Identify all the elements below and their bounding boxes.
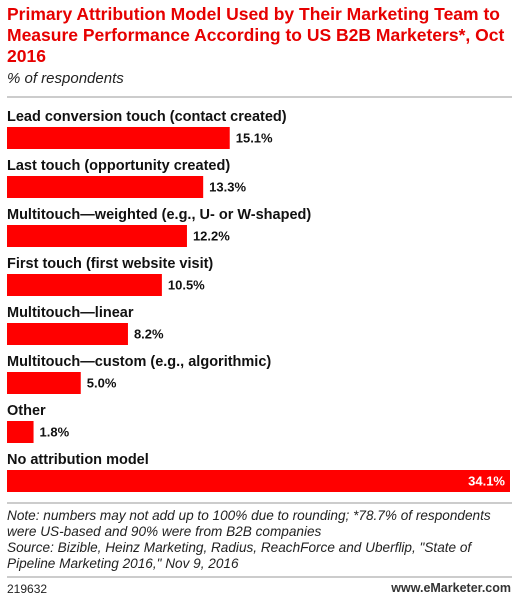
bar xyxy=(7,176,204,198)
site: www.eMarketer.com xyxy=(391,581,511,595)
category-label: Multitouch—linear xyxy=(7,305,134,321)
bar xyxy=(7,127,230,149)
bar xyxy=(7,323,128,345)
value-label: 15.1% xyxy=(236,130,273,145)
category-label: No attribution model xyxy=(7,452,149,468)
category-label: Last touch (opportunity created) xyxy=(7,158,230,174)
category-label: Multitouch—custom (e.g., algorithmic) xyxy=(7,354,271,370)
category-label: Other xyxy=(7,403,46,419)
value-label: 10.5% xyxy=(168,277,205,292)
value-label: 12.2% xyxy=(193,228,230,243)
bar xyxy=(7,470,510,492)
category-label: Multitouch—weighted (e.g., U- or W-shape… xyxy=(7,207,311,223)
category-label: Lead conversion touch (contact created) xyxy=(7,109,287,125)
value-label: 8.2% xyxy=(134,326,164,341)
notes: Note: numbers may not add up to 100% due… xyxy=(7,508,515,572)
bar xyxy=(7,225,187,247)
bar xyxy=(7,372,81,394)
chart-id: 219632 xyxy=(7,582,48,596)
value-label: 5.0% xyxy=(87,375,117,390)
chart-subtitle: % of respondents xyxy=(7,70,124,87)
chart-title: Primary Attribution Model Used by Their … xyxy=(7,4,505,66)
value-label: 1.8% xyxy=(40,424,70,439)
note: Note: numbers may not add up to 100% due… xyxy=(7,508,491,539)
value-label: 13.3% xyxy=(209,179,246,194)
value-label: 34.1% xyxy=(468,473,505,488)
bar xyxy=(7,421,34,443)
source: Source: Bizible, Heinz Marketing, Radius… xyxy=(7,540,472,571)
category-label: First touch (first website visit) xyxy=(7,256,213,272)
bar xyxy=(7,274,162,296)
